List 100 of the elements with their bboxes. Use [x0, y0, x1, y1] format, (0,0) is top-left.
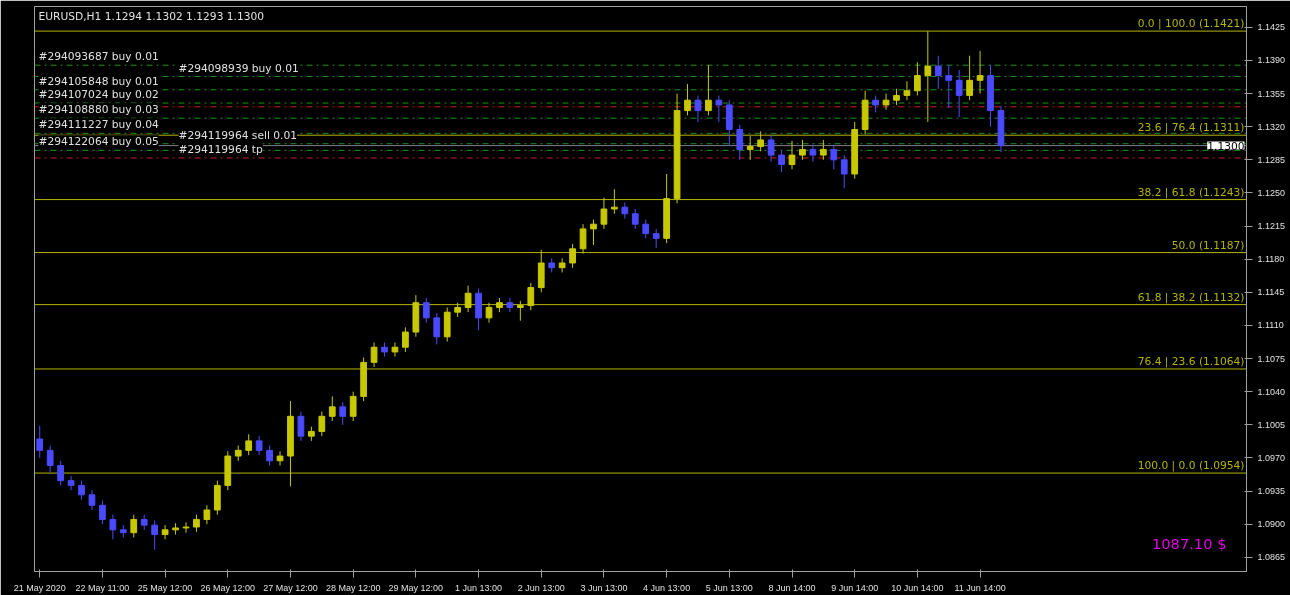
- candlestick: [694, 94, 702, 123]
- x-tick-label: 27 May 12:00: [263, 582, 318, 593]
- y-tick-label: 1.1250: [1257, 187, 1286, 198]
- ref-line-label: #294093687 buy 0.01: [38, 50, 159, 64]
- y-tick-label: 1.1285: [1257, 154, 1286, 165]
- candlestick: [903, 80, 911, 101]
- y-tick-label: 1.1040: [1257, 386, 1286, 397]
- ref-line-label: 1.1300: [1207, 139, 1245, 153]
- ref-line-label: 50.0 (1.1187): [1171, 238, 1245, 252]
- candlestick: [736, 124, 744, 161]
- candlestick: [297, 411, 305, 442]
- candlestick: [78, 480, 85, 501]
- candlestick: [57, 460, 64, 486]
- candlestick: [130, 514, 138, 538]
- candlestick: [684, 83, 691, 116]
- candlestick: [328, 395, 336, 422]
- candlestick: [245, 433, 253, 456]
- x-tick-label: 10 Jun 14:00: [891, 582, 944, 593]
- x-tick-label: 2 Jun 13:00: [517, 582, 565, 593]
- x-tick-label: 4 Jun 13:00: [643, 582, 691, 593]
- candlestick: [579, 223, 587, 255]
- y-tick-label: 1.1075: [1257, 353, 1286, 364]
- x-tick-label: 1 Jun 13:00: [455, 582, 503, 593]
- x-tick-label: 26 May 12:00: [200, 582, 256, 593]
- candlestick: [600, 197, 608, 230]
- candlestick: [642, 218, 650, 239]
- candlestick: [203, 504, 211, 525]
- candlestick: [422, 297, 430, 324]
- candlestick: [433, 312, 441, 345]
- ref-line-label: #294098939 buy 0.01: [178, 61, 299, 75]
- candlestick: [506, 297, 514, 313]
- ref-line-label: #294107024 buy 0.02: [38, 88, 159, 102]
- ref-line-label: 0.0 | 100.0 (1.1421): [1137, 17, 1245, 31]
- candlestick: [255, 435, 263, 456]
- x-tick-label: 25 May 12:00: [137, 582, 193, 593]
- candlestick: [746, 135, 754, 161]
- candlestick: [109, 514, 117, 540]
- candlestick: [799, 139, 806, 161]
- candlestick: [767, 134, 775, 163]
- y-tick-label: 1.1425: [1257, 22, 1286, 33]
- candlestick: [924, 30, 932, 123]
- y-tick-label: 1.0935: [1257, 486, 1286, 497]
- candlestick: [339, 401, 347, 426]
- candlestick: [788, 140, 796, 170]
- candlestick: [527, 282, 535, 311]
- candlestick: [485, 302, 493, 324]
- ref-line-label: #294108880 buy 0.03: [38, 103, 159, 117]
- candlestick: [934, 55, 942, 90]
- ref-line-label: #294119964 sell 0.01: [178, 128, 297, 142]
- candlestick: [569, 243, 576, 269]
- candlestick: [778, 149, 785, 173]
- candlestick: [882, 93, 890, 111]
- candlestick: [391, 341, 399, 358]
- candlestick: [830, 144, 838, 170]
- y-tick-label: 1.1145: [1257, 287, 1285, 298]
- candlestick: [46, 445, 54, 473]
- y-tick-label: 1.0865: [1257, 552, 1286, 563]
- y-tick-label: 1.1215: [1257, 221, 1286, 232]
- candlestick: [402, 326, 409, 353]
- candlestick: [516, 300, 524, 322]
- x-tick-label: 22 May 11:00: [75, 582, 130, 593]
- ref-line-label: 76.4 | 23.6 (1.1064): [1137, 354, 1245, 368]
- candlestick: [976, 50, 984, 95]
- candlestick: [266, 445, 273, 466]
- candlestick: [276, 450, 284, 466]
- chart-title: EURUSD,H1 1.1294 1.1302 1.1293 1.1300: [38, 9, 265, 23]
- x-tick-label: 8 Jun 14:00: [768, 582, 816, 593]
- candlestick: [370, 341, 378, 368]
- y-tick-label: 1.0970: [1257, 452, 1286, 463]
- candlestick: [611, 188, 618, 215]
- x-tick-label: 5 Jun 13:00: [705, 582, 753, 593]
- x-tick-label: 3 Jun 13:00: [580, 582, 628, 593]
- candlestick: [652, 228, 660, 249]
- x-tick-label: 28 May 12:00: [325, 582, 381, 593]
- candlestick: [715, 94, 723, 123]
- x-tick-label: 11 Jun 14:00: [954, 582, 1006, 593]
- candlestick: [558, 257, 566, 273]
- candlestick: [966, 55, 973, 101]
- y-tick-label: 1.1110: [1257, 320, 1284, 331]
- candlestick: [318, 411, 326, 437]
- candlestick: [705, 64, 712, 116]
- candlestick: [819, 139, 827, 161]
- y-tick-label: 1.0900: [1257, 519, 1286, 530]
- x-tick-label: 9 Jun 14:00: [831, 582, 879, 593]
- candlestick: [631, 208, 639, 230]
- candlestick: [151, 519, 159, 551]
- candlestick: [88, 489, 96, 511]
- candlestick: [99, 500, 106, 525]
- y-tick-label: 1.1390: [1257, 55, 1286, 66]
- candlestick: [464, 285, 472, 313]
- candlestick: [757, 130, 765, 152]
- candlestick: [36, 425, 44, 459]
- candlestick: [840, 154, 848, 189]
- y-tick-label: 1.1355: [1257, 88, 1286, 99]
- candlestick: [914, 61, 921, 96]
- annotation: 1087.10 $: [1151, 534, 1227, 552]
- ref-line-label: #294111227 buy 0.04: [38, 118, 159, 132]
- ref-line-label: 100.0 | 0.0 (1.0954): [1137, 459, 1245, 473]
- candlestick: [955, 69, 963, 118]
- y-tick-label: 1.1320: [1257, 121, 1286, 132]
